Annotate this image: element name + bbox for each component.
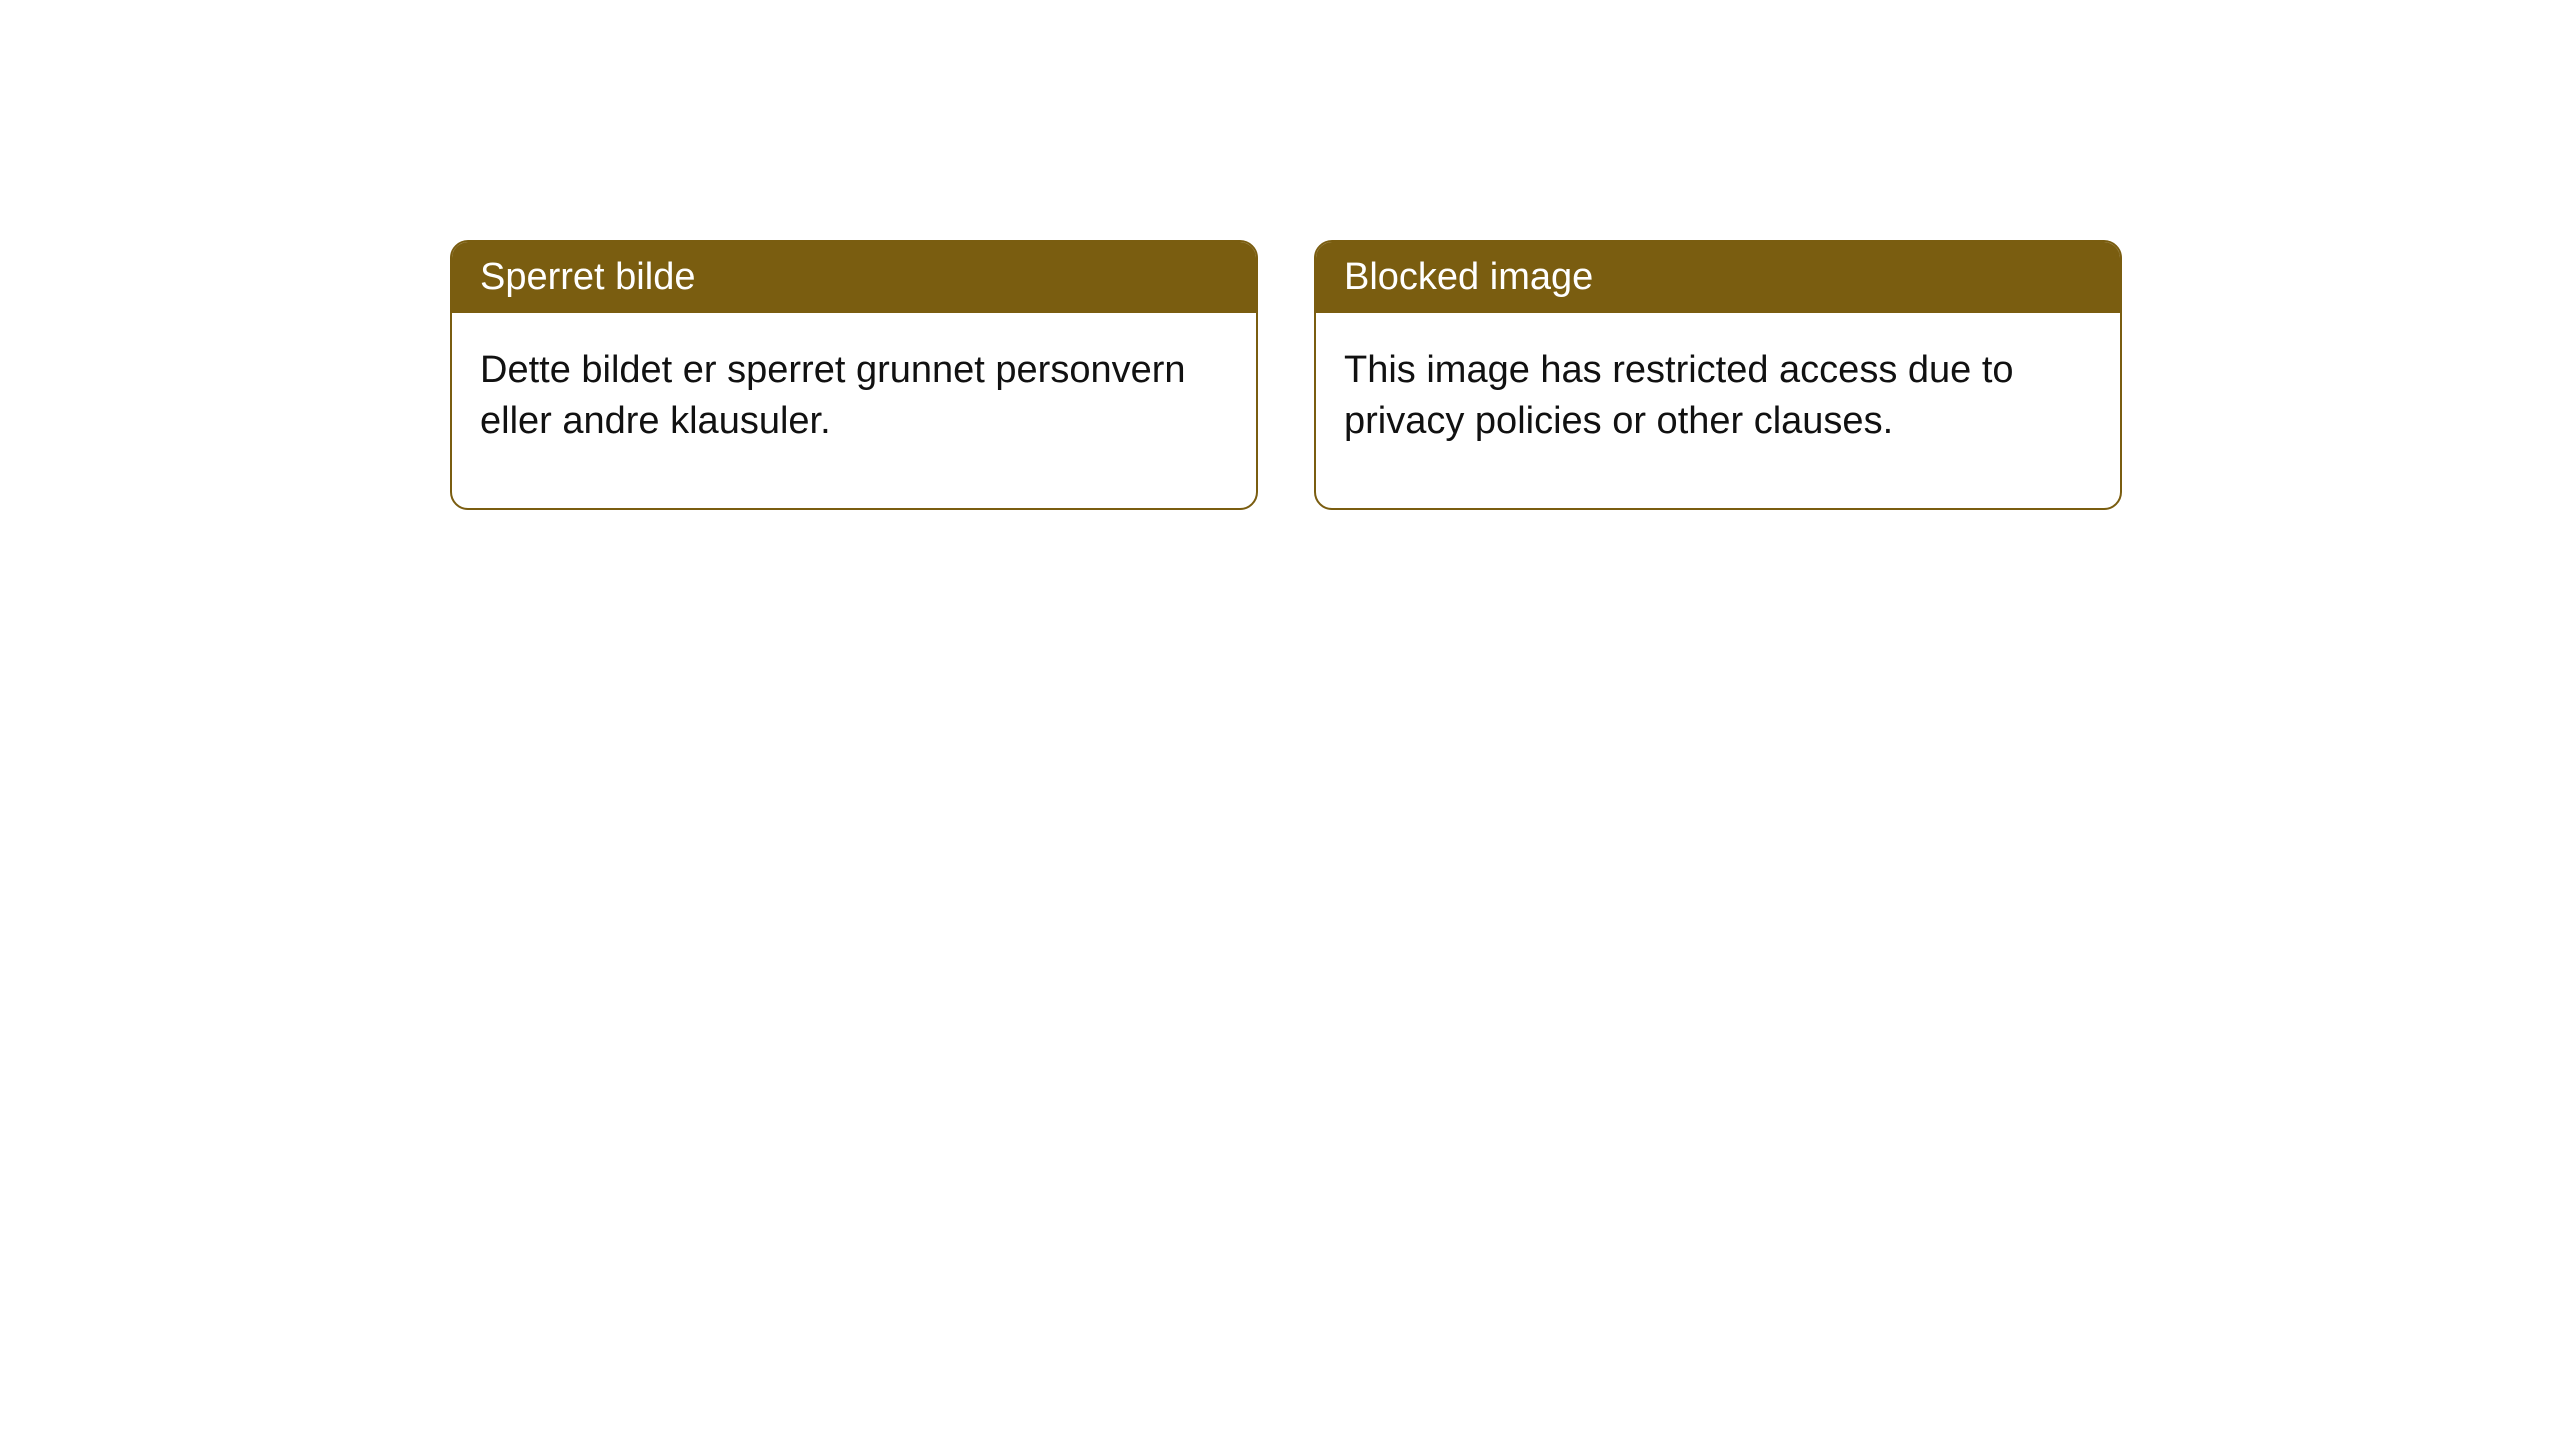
card-header: Sperret bilde xyxy=(452,242,1256,313)
card-header: Blocked image xyxy=(1316,242,2120,313)
card-message: Dette bildet er sperret grunnet personve… xyxy=(480,349,1186,442)
card-body: This image has restricted access due to … xyxy=(1316,313,2120,508)
card-title: Blocked image xyxy=(1344,256,1593,298)
blocked-image-card-no: Sperret bilde Dette bildet er sperret gr… xyxy=(450,240,1258,510)
card-message: This image has restricted access due to … xyxy=(1344,349,2014,442)
card-body: Dette bildet er sperret grunnet personve… xyxy=(452,313,1256,508)
notice-container: Sperret bilde Dette bildet er sperret gr… xyxy=(0,0,2560,510)
card-title: Sperret bilde xyxy=(480,256,695,298)
blocked-image-card-en: Blocked image This image has restricted … xyxy=(1314,240,2122,510)
